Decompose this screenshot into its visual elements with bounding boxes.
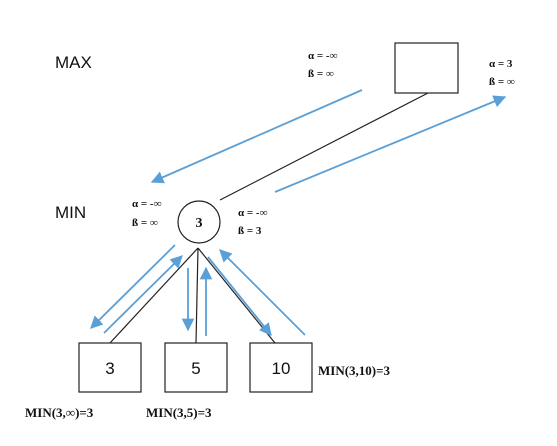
leaf-3-formula: MIN(3,10)=3 bbox=[318, 363, 391, 378]
leaf-1-formula: MIN(3,∞)=3 bbox=[25, 405, 94, 420]
leaf-node-2 bbox=[164, 342, 228, 393]
max-beta-after: ß = ∞ bbox=[489, 76, 515, 88]
min-alpha-after: α = -∞ bbox=[238, 207, 268, 219]
min-node-value: 3 bbox=[196, 216, 203, 231]
arrow-max-to-min bbox=[150, 89, 363, 184]
max-beta-before: ß = ∞ bbox=[308, 68, 334, 80]
min-level-label: MIN bbox=[55, 203, 86, 222]
min-node bbox=[177, 200, 221, 244]
edge-min-leaf-3 bbox=[197, 247, 276, 344]
edge-max-min bbox=[219, 92, 429, 201]
edge-min-leaf-1 bbox=[109, 247, 199, 344]
max-node bbox=[394, 42, 459, 94]
max-alpha-before: α = -∞ bbox=[308, 50, 338, 62]
arrow-leaf-1-to-min bbox=[103, 255, 183, 334]
max-alpha-after: α = 3 bbox=[489, 58, 513, 70]
min-beta-after: ß = 3 bbox=[238, 225, 262, 237]
leaf-node-1 bbox=[78, 342, 142, 393]
leaf-2-formula: MIN(3,5)=3 bbox=[146, 405, 212, 420]
leaf-node-3-value: 10 bbox=[272, 359, 291, 378]
leaf-node-3 bbox=[249, 342, 313, 393]
min-alpha-before: α = -∞ bbox=[132, 198, 162, 210]
arrow-min-to-leaf-3 bbox=[207, 256, 272, 336]
max-level-label: MAX bbox=[55, 53, 92, 72]
leaf-node-1-value: 3 bbox=[105, 359, 114, 378]
arrow-min-to-leaf-1 bbox=[90, 244, 176, 329]
leaf-node-2-value: 5 bbox=[191, 359, 200, 378]
arrow-min-to-max bbox=[274, 95, 507, 193]
arrow-leaf-3-to-min bbox=[219, 249, 306, 336]
edge-min-leaf-2 bbox=[195, 247, 199, 344]
min-beta-before: ß = ∞ bbox=[132, 217, 158, 229]
